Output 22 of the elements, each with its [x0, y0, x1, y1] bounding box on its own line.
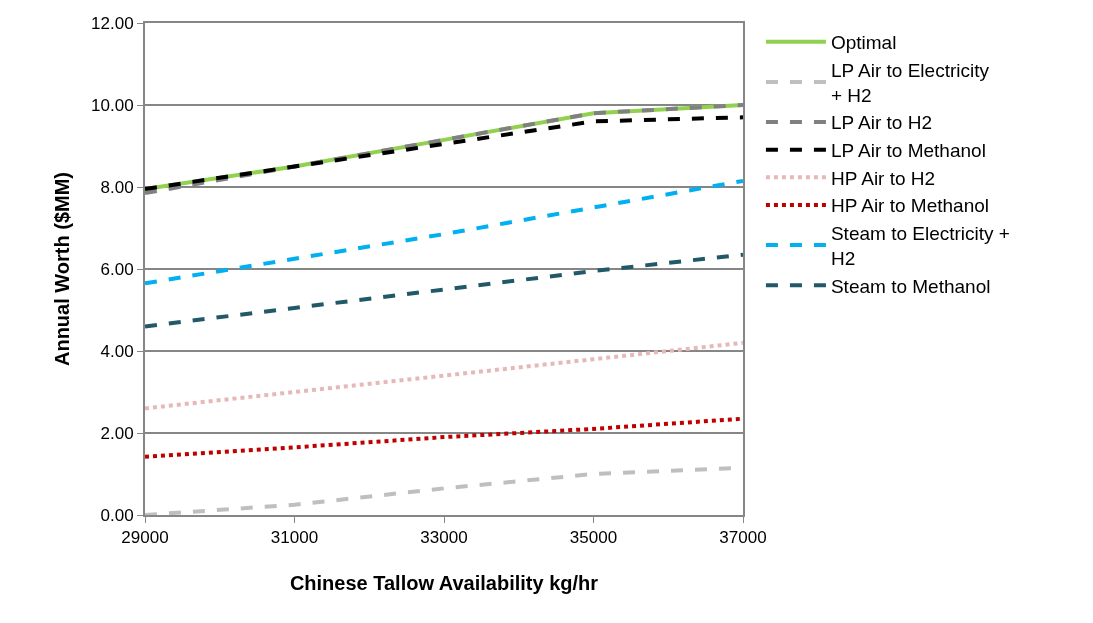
legend-label: LP Air to H2 — [830, 112, 932, 134]
legend-label: LP Air to Electricity + H2 — [830, 59, 990, 106]
y-tick-label: 0.00 — [100, 505, 134, 525]
y-axis-title: Annual Worth ($MM) — [51, 171, 74, 367]
legend-label: LP Air to Methanol — [830, 140, 986, 162]
y-tick-label: 10.00 — [91, 95, 134, 115]
x-tick-label: 29000 — [121, 528, 169, 548]
x-tick-label: 37000 — [719, 528, 767, 548]
y-tick-label: 2.00 — [100, 423, 134, 443]
y-tick-label: 12.00 — [91, 13, 134, 33]
x-tick-label: 35000 — [569, 528, 618, 548]
legend-label: HP Air to H2 — [830, 167, 936, 189]
y-tick-label: 4.00 — [100, 341, 134, 361]
legend-label: Steam to Methanol — [830, 275, 991, 297]
y-tick-label: 6.00 — [100, 259, 134, 279]
x-tick-label: 33000 — [420, 528, 468, 548]
legend-label: Steam to Electricity + H2 — [830, 223, 1010, 269]
y-tick-label: 8.00 — [100, 177, 134, 197]
legend-label: Optimal — [830, 32, 897, 54]
x-axis-title: Chinese Tallow Availability kg/hr — [289, 572, 599, 595]
legend-label: HP Air to Methanol — [830, 195, 990, 217]
x-tick-label: 31000 — [270, 528, 319, 548]
